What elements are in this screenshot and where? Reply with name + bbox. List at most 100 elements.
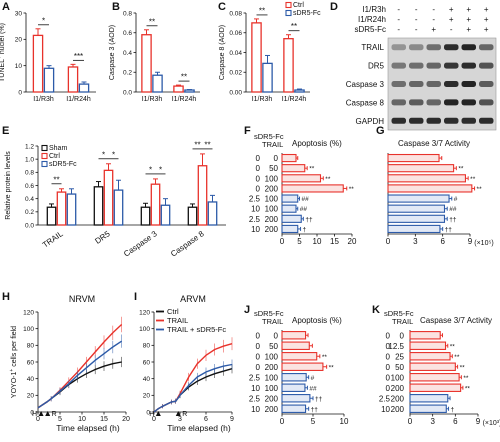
row-label-sdr5: 10: [251, 405, 260, 414]
blot-band: [444, 99, 459, 106]
row-label-trail: 100: [265, 384, 279, 393]
blot-sign: +: [449, 15, 454, 24]
blot-condition-label: I1/R3h: [362, 5, 386, 14]
y-tick-label: 0.0: [25, 222, 34, 229]
blot-sign: +: [449, 5, 454, 14]
blot-band: [426, 117, 441, 124]
row-label-trail: 200: [265, 184, 279, 193]
row-label-sdr5: 10: [251, 205, 260, 214]
blot-band: [391, 99, 406, 106]
bar: [281, 331, 307, 340]
y-tick-label: 0.8: [123, 10, 132, 17]
blot-sign: -: [432, 15, 435, 24]
row-label-trail: 200: [265, 363, 279, 372]
bar: [281, 383, 306, 392]
row-label-trail: 200: [391, 384, 405, 393]
panel-label: G: [376, 125, 385, 137]
blot-sign: +: [484, 5, 489, 14]
row-label-trail: 200: [391, 405, 405, 414]
bar: [281, 153, 297, 163]
x-tick-label: 0: [280, 237, 285, 246]
legend-label: TRAIL + sDR5-Fc: [167, 325, 226, 334]
bar: [387, 164, 455, 173]
series-line-trail-sdr5-fc: [37, 340, 122, 409]
blot-band: [409, 81, 424, 87]
panel-d: D I1/R3h - - - + + +I1/R24h - - - + + +sDR5-Fc - - + - + +T…: [330, 1, 497, 131]
significance-marker: **: [329, 364, 335, 371]
x-unit-label: (×10⁵): [474, 240, 493, 247]
legend-swatch: [285, 9, 292, 17]
significance-marker: **: [349, 186, 355, 193]
bar: [281, 352, 318, 361]
bar-sham: [46, 206, 57, 226]
bar-ctrl: [32, 34, 44, 93]
event-marker: [38, 411, 44, 416]
panel-title: Caspase 3/7 Activity: [398, 139, 470, 148]
bar-sdr5-fc: [66, 193, 77, 226]
significance-marker: †: [451, 406, 455, 413]
x-unit-label: (×10³): [483, 420, 500, 427]
y-tick-label: 0.02: [229, 70, 242, 77]
bar-sdr5-fc: [160, 204, 171, 226]
y-tick-label: 0.06: [229, 30, 242, 37]
bar: [281, 164, 306, 173]
x-tick-label: Caspase 3: [122, 229, 159, 259]
bar: [281, 341, 310, 350]
blot-band: [409, 117, 424, 124]
legend-swatch: [41, 144, 48, 152]
blot-band: [409, 62, 424, 69]
blot-sign: +: [466, 25, 471, 34]
y-tick-label: 20: [15, 37, 23, 44]
series-line-trail-sdr5-fc: [153, 363, 233, 413]
y-tick-label: 80: [143, 343, 151, 350]
y-tick-label: 0.00: [229, 89, 242, 96]
row-label-sdr5: 10: [251, 384, 260, 393]
x-tick-label: 6: [453, 417, 458, 426]
row-label-trail: 200: [265, 225, 279, 234]
x-tick-label: 15: [100, 416, 108, 423]
event-marker-label: R: [182, 411, 187, 418]
blot-sign: -: [397, 5, 400, 14]
y-tick-label: 0.2: [25, 209, 34, 216]
row-label-trail: 200: [265, 394, 279, 403]
row-label-sdr5: 0: [256, 342, 261, 351]
row-label-sdr5: 2.5: [249, 394, 261, 403]
row-label-sdr5: 0: [386, 342, 391, 351]
y-tick-label: 0.8: [25, 170, 34, 177]
significance-marker: **: [477, 186, 483, 193]
significance-marker: **: [460, 364, 466, 371]
x-tick-label: I1/R24h: [282, 96, 307, 103]
significance-marker: *: [102, 150, 105, 159]
significance-marker: **: [309, 166, 315, 173]
row-label-trail: 100: [265, 195, 279, 204]
bar: [387, 224, 441, 234]
significance-marker: **: [194, 140, 200, 149]
panel-c: C 0.00 0.02 0.04 0.06 0.08 Caspase 8 (AOD) I1/R…: [218, 1, 321, 103]
panel-title: ARVM: [180, 294, 206, 304]
row-label-sdr5: 0: [256, 154, 261, 163]
significance-marker: **: [259, 6, 265, 15]
row-label-sdr5: 2.5: [249, 215, 261, 224]
y-tick-label: 60: [143, 359, 151, 366]
x-tick-label: 0: [280, 417, 285, 426]
bar: [387, 204, 446, 213]
row-label-sdr5: 0: [386, 384, 391, 393]
column-header: TRAIL: [262, 140, 283, 149]
blot-band: [444, 117, 459, 124]
x-tick-label: I1/R3h: [33, 96, 54, 103]
panel-label: E: [2, 125, 9, 137]
x-tick-label: 10: [313, 237, 322, 246]
bar-sdr5-fc: [294, 89, 305, 93]
x-tick-label: 20: [348, 237, 357, 246]
y-tick-label: 0.2: [123, 70, 132, 77]
y-tick-label: 0: [18, 89, 22, 96]
bar-sdr5-fc: [43, 67, 55, 93]
row-label-trail: 12.5: [388, 342, 404, 351]
bar: [409, 373, 460, 382]
y-tick-label: 10: [15, 63, 23, 70]
event-marker: [175, 411, 181, 416]
row-label-sdr5: 0: [386, 352, 391, 361]
panel-label: H: [2, 291, 10, 303]
